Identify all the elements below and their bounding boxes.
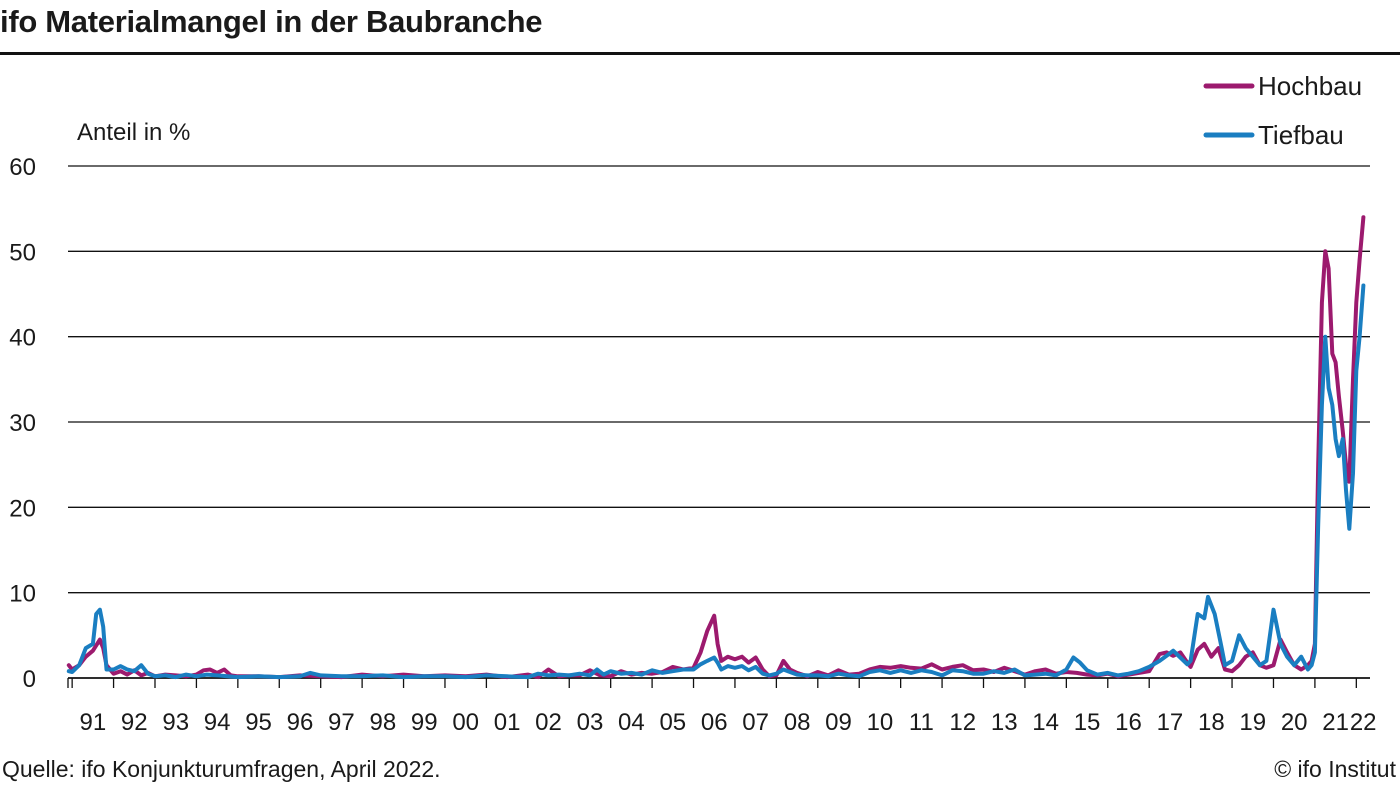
x-tick-label-18: 18 <box>1198 709 1225 736</box>
series-line-hochbau <box>66 215 1366 680</box>
x-tick-label-93: 93 <box>162 709 189 736</box>
title-rule <box>0 52 1400 55</box>
x-tick-label-92: 92 <box>121 709 148 736</box>
x-tick-label-07: 07 <box>742 709 769 736</box>
x-tick-label-11: 11 <box>909 709 934 736</box>
x-tick-label-17: 17 <box>1157 709 1184 736</box>
x-tick-label-03: 03 <box>577 709 604 736</box>
x-tick-label-16: 16 <box>1115 709 1142 736</box>
x-tick-label-91: 91 <box>80 709 107 736</box>
x-tick-label-04: 04 <box>618 709 645 736</box>
x-tick-label-19: 19 <box>1239 709 1266 736</box>
x-tick-label-06: 06 <box>701 709 728 736</box>
y-tick-label-10: 10 <box>9 581 36 608</box>
x-tick-label-08: 08 <box>784 709 811 736</box>
x-tick-label-97: 97 <box>328 709 355 736</box>
series-line-tiefbau <box>66 283 1366 680</box>
legend-label-hochbau: Hochbau <box>1258 71 1362 101</box>
y-tick-label-60: 60 <box>9 154 36 181</box>
x-tick-label-20: 20 <box>1281 709 1308 736</box>
x-tick-label-13: 13 <box>991 709 1018 736</box>
x-tick-label-00: 00 <box>452 709 479 736</box>
x-tick-label-15: 15 <box>1074 709 1101 736</box>
x-tick-label-94: 94 <box>204 709 231 736</box>
x-tick-label-14: 14 <box>1032 709 1059 736</box>
x-tick-label-21: 21 <box>1322 709 1349 736</box>
x-tick-label-96: 96 <box>287 709 314 736</box>
x-tick-label-01: 01 <box>494 709 521 736</box>
y-tick-label-40: 40 <box>9 325 36 352</box>
legend-label-tiefbau: Tiefbau <box>1258 120 1344 150</box>
x-tick-label-98: 98 <box>369 709 396 736</box>
x-tick-label-02: 02 <box>535 709 562 736</box>
x-tick-label-95: 95 <box>245 709 272 736</box>
copyright-note: © ifo Institut <box>1274 756 1396 782</box>
x-tick-label-22: 22 <box>1350 709 1377 736</box>
y-tick-label-20: 20 <box>9 495 36 522</box>
x-tick-label-12: 12 <box>949 709 976 736</box>
x-tick-label-09: 09 <box>825 709 852 736</box>
source-note: Quelle: ifo Konjunkturumfragen, April 20… <box>2 756 441 782</box>
y-tick-label-0: 0 <box>23 666 36 693</box>
y-axis-label: Anteil in % <box>77 119 190 146</box>
x-tick-label-99: 99 <box>411 709 438 736</box>
y-tick-label-30: 30 <box>9 410 36 437</box>
y-tick-label-50: 50 <box>9 239 36 266</box>
chart-title: ifo Materialmangel in der Baubranche <box>0 4 543 39</box>
x-tick-label-05: 05 <box>659 709 686 736</box>
x-tick-label-10: 10 <box>867 709 894 736</box>
